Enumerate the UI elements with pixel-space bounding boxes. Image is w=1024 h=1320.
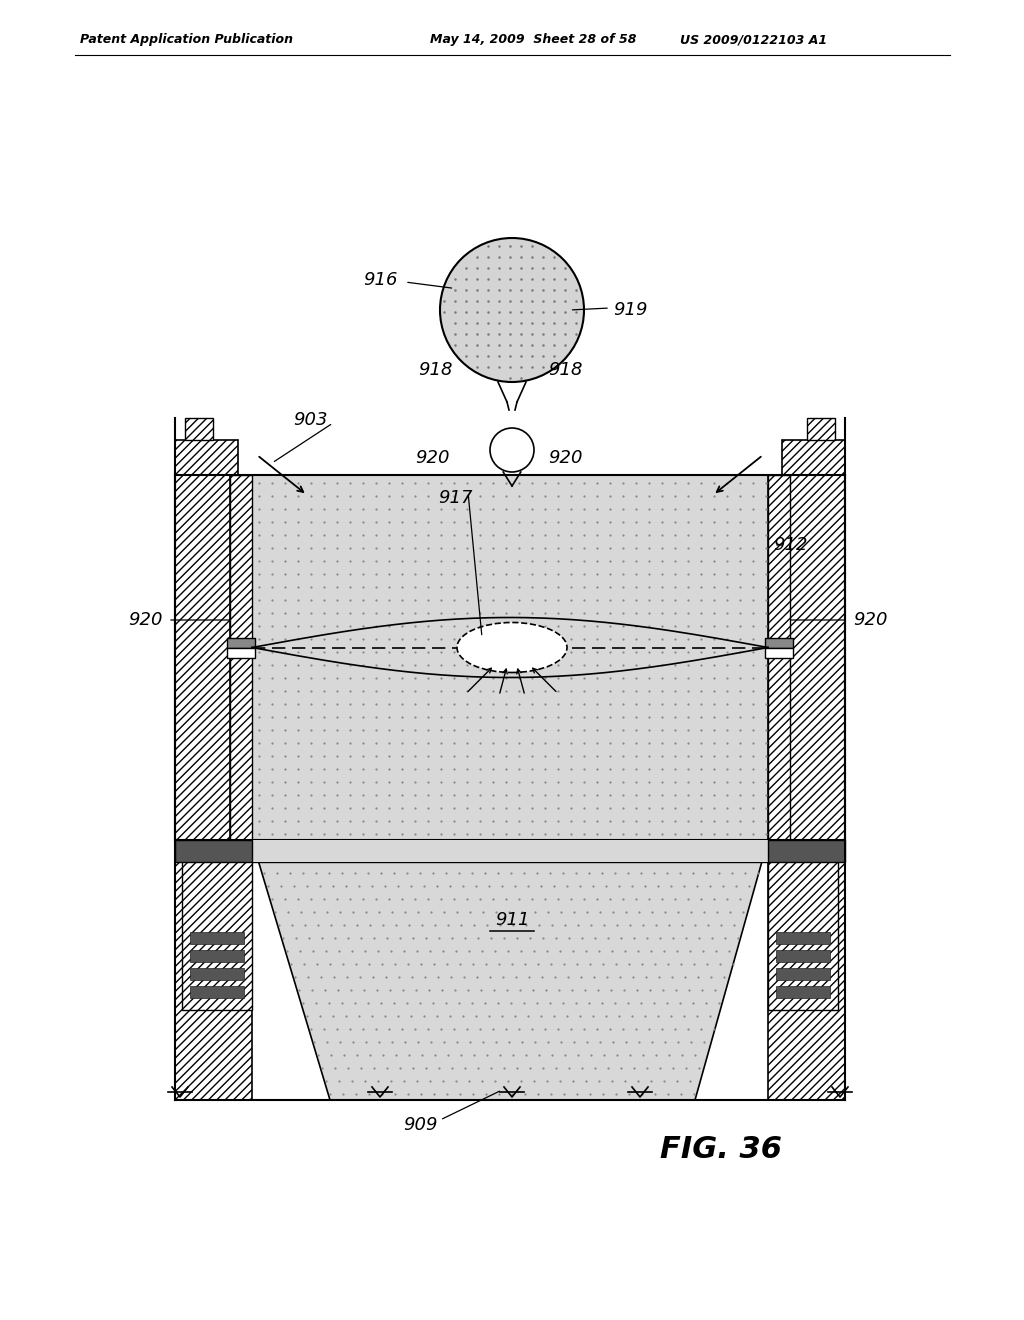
Bar [182, 861, 252, 1010]
Circle shape [440, 238, 584, 381]
Text: 909: 909 [402, 1115, 437, 1134]
Bar [776, 968, 830, 979]
Bar [768, 475, 790, 840]
Bar [776, 986, 830, 998]
Bar [227, 638, 255, 648]
Bar [768, 861, 838, 1010]
Bar [175, 840, 845, 862]
Bar [175, 475, 230, 840]
Text: 918: 918 [548, 360, 583, 379]
Text: FIG. 36: FIG. 36 [660, 1135, 782, 1164]
Bar [175, 840, 252, 1100]
Text: May 14, 2009  Sheet 28 of 58: May 14, 2009 Sheet 28 of 58 [430, 33, 637, 46]
Text: Patent Application Publication: Patent Application Publication [80, 33, 293, 46]
Polygon shape [252, 840, 768, 1100]
Text: 919: 919 [612, 301, 647, 319]
Circle shape [490, 428, 534, 473]
Bar [190, 968, 244, 979]
Bar [252, 475, 768, 840]
Text: 920: 920 [128, 611, 162, 630]
Text: 920: 920 [415, 449, 450, 467]
Bar [807, 418, 835, 440]
Bar [230, 475, 252, 840]
Bar [790, 475, 845, 840]
Text: 911: 911 [495, 911, 529, 929]
Text: US 2009/0122103 A1: US 2009/0122103 A1 [680, 33, 827, 46]
Bar [782, 440, 845, 475]
Ellipse shape [457, 623, 567, 672]
Text: 912: 912 [773, 536, 807, 554]
Text: 916: 916 [362, 271, 397, 289]
Bar [768, 840, 845, 1100]
Bar [765, 648, 793, 657]
Bar [175, 440, 238, 475]
Text: 903: 903 [293, 411, 328, 429]
Bar [765, 638, 793, 648]
Bar [252, 840, 768, 862]
Text: 918: 918 [418, 360, 453, 379]
Bar [190, 986, 244, 998]
Text: 920: 920 [853, 611, 887, 630]
Bar [190, 932, 244, 944]
Text: 920: 920 [548, 449, 583, 467]
Bar [227, 648, 255, 657]
Text: 917: 917 [437, 488, 472, 507]
Bar [190, 950, 244, 962]
Bar [185, 418, 213, 440]
Bar [776, 950, 830, 962]
Bar [776, 932, 830, 944]
